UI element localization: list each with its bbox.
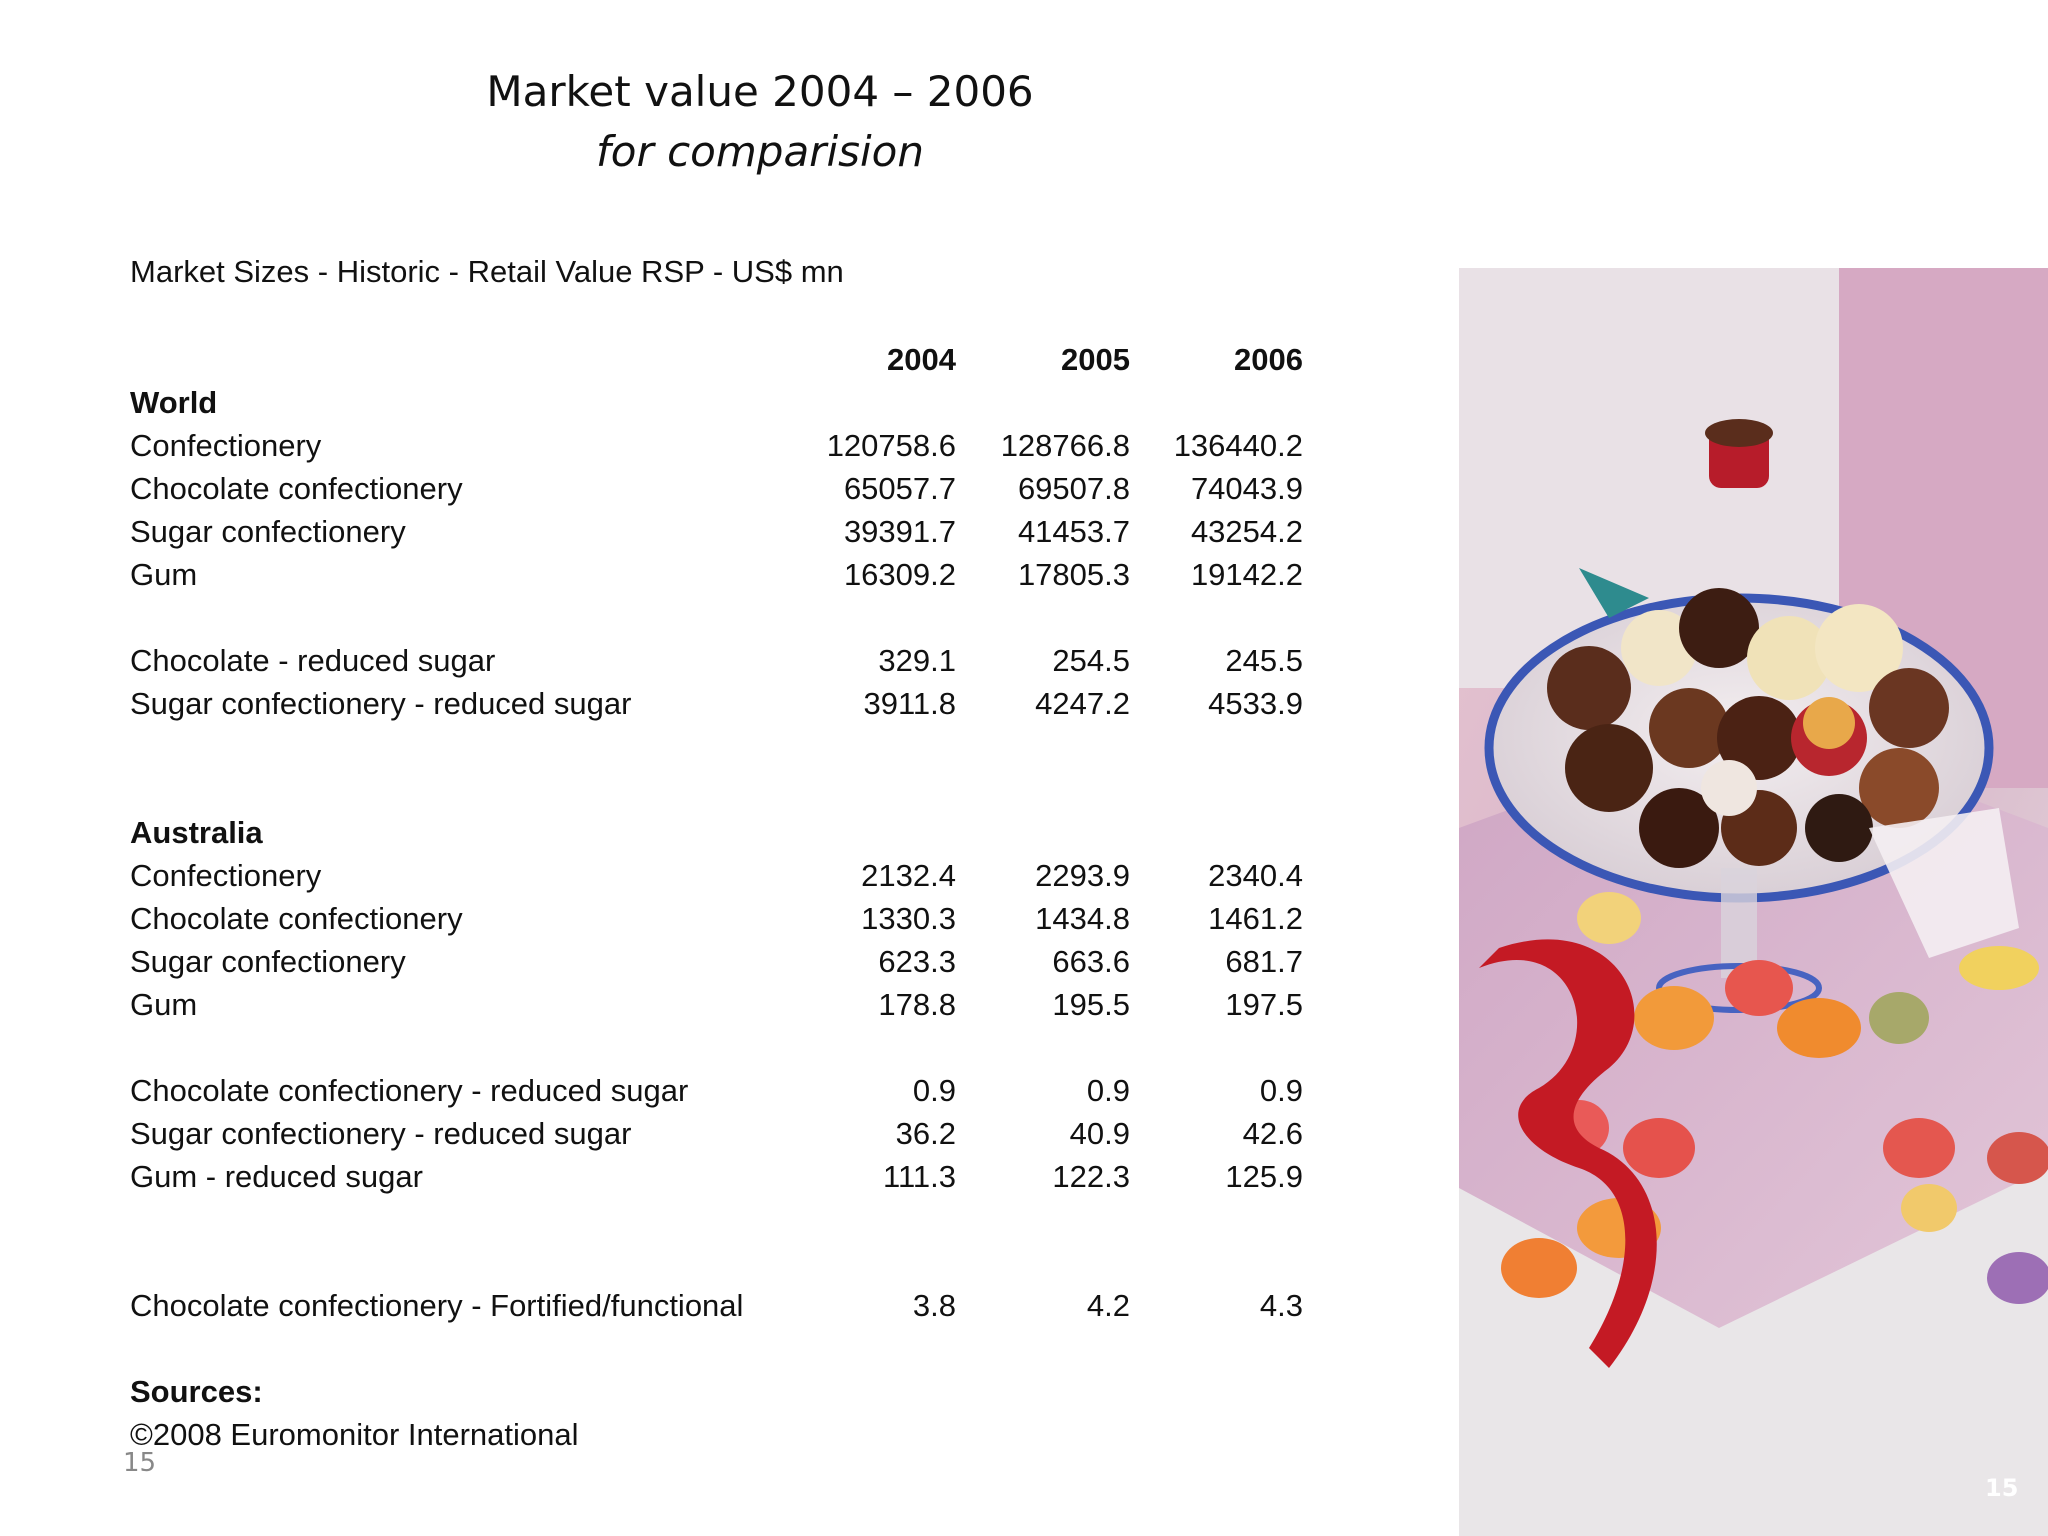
cell-2006: 1461.2	[1208, 901, 1303, 936]
table-row	[130, 725, 1350, 768]
row-label: World	[130, 385, 218, 420]
cell-2006: 125.9	[1225, 1159, 1303, 1194]
cell-2004: 3.8	[912, 1288, 956, 1323]
table-row: Gum 16309.2 17805.3 19142.2	[130, 553, 1350, 596]
title-main: Market value 2004 – 2006	[486, 67, 1034, 116]
row-label: Gum	[130, 987, 198, 1022]
table-header-row: 2004 2005 2006	[130, 338, 1350, 381]
cell-2006: 681.7	[1225, 944, 1303, 979]
table-row: Confectionery 2132.4 2293.9 2340.4	[130, 854, 1350, 897]
cell-2005: 4247.2	[1035, 686, 1130, 721]
table-row: Sugar confectionery - reduced sugar 3911.…	[130, 682, 1350, 725]
row-label: Australia	[130, 815, 263, 850]
table-row: Confectionery 120758.6 128766.8 136440.2	[130, 424, 1350, 467]
table-row: Sources:	[130, 1370, 1350, 1413]
table-row: Chocolate confectionery 65057.7 69507.8 740…	[130, 467, 1350, 510]
cell-2005: 17805.3	[1017, 557, 1130, 592]
cell-2005: 663.6	[1052, 944, 1130, 979]
table-caption: Market Sizes - Historic - Retail Value R…	[130, 254, 844, 289]
row-label: Chocolate - reduced sugar	[130, 643, 496, 678]
row-label: Gum - reduced sugar	[130, 1159, 423, 1194]
table-row	[130, 1327, 1350, 1370]
row-label: Sugar confectionery - reduced sugar	[130, 686, 632, 721]
cell-2004: 111.3	[883, 1159, 956, 1194]
cell-2005: 128766.8	[1000, 428, 1130, 463]
cell-2004: 178.8	[878, 987, 956, 1022]
header-2006: 2006	[1234, 342, 1303, 377]
table-row: Chocolate confectionery - Fortified/func…	[130, 1284, 1350, 1327]
row-label: Chocolate confectionery - Fortified/func…	[130, 1288, 744, 1323]
confectionery-photo	[1459, 268, 2048, 1536]
cell-2006: 136440.2	[1173, 428, 1303, 463]
row-label: Chocolate confectionery - reduced sugar	[130, 1073, 689, 1108]
slide-title: Market value 2004 – 2006 for comparision	[380, 62, 1140, 182]
table-row: Chocolate - reduced sugar 329.1 254.5 245.5	[130, 639, 1350, 682]
page-number: 15	[123, 1448, 157, 1478]
row-label: Chocolate confectionery	[130, 471, 463, 506]
table-row: Gum 178.8 195.5 197.5	[130, 983, 1350, 1026]
cell-2006: 2340.4	[1208, 858, 1303, 893]
table-row: Gum - reduced sugar 111.3 122.3 125.9	[130, 1155, 1350, 1198]
cell-2005: 40.9	[1069, 1116, 1130, 1151]
cell-2005: 1434.8	[1035, 901, 1130, 936]
cell-2005: 2293.9	[1035, 858, 1130, 893]
cell-2005: 69507.8	[1017, 471, 1130, 506]
row-label: Gum	[130, 557, 198, 592]
row-label: Confectionery	[130, 428, 322, 463]
row-label: Confectionery	[130, 858, 322, 893]
cell-2004: 36.2	[895, 1116, 956, 1151]
cell-2005: 0.9	[1086, 1073, 1130, 1108]
cell-2006: 19142.2	[1190, 557, 1303, 592]
row-label: Sugar confectionery	[130, 514, 406, 549]
table-row: Chocolate confectionery - reduced sugar 0…	[130, 1069, 1350, 1112]
row-label: Sugar confectionery	[130, 944, 406, 979]
cell-2004: 623.3	[878, 944, 956, 979]
confectionery-photo-illustration	[1459, 268, 2048, 1536]
table-row: Chocolate confectionery 1330.3 1434.8 1461.…	[130, 897, 1350, 940]
row-label: Sources:	[130, 1374, 263, 1409]
cell-2005: 4.2	[1086, 1288, 1130, 1323]
page-number-corner: 15	[1985, 1474, 2019, 1502]
cell-2006: 42.6	[1242, 1116, 1303, 1151]
cell-2005: 254.5	[1052, 643, 1130, 678]
cell-2006: 4.3	[1259, 1288, 1303, 1323]
cell-2006: 197.5	[1225, 987, 1303, 1022]
cell-2004: 16309.2	[843, 557, 956, 592]
table-row: Sugar confectionery 623.3 663.6 681.7	[130, 940, 1350, 983]
header-2004: 2004	[887, 342, 956, 377]
row-label: ©2008 Euromonitor International	[130, 1417, 579, 1452]
row-label: Sugar confectionery - reduced sugar	[130, 1116, 632, 1151]
header-2005: 2005	[1061, 342, 1130, 377]
row-label: Chocolate confectionery	[130, 901, 463, 936]
cell-2006: 43254.2	[1190, 514, 1303, 549]
cell-2004: 65057.7	[843, 471, 956, 506]
cell-2005: 41453.7	[1017, 514, 1130, 549]
cell-2004: 0.9	[912, 1073, 956, 1108]
cell-2006: 4533.9	[1208, 686, 1303, 721]
cell-2005: 195.5	[1052, 987, 1130, 1022]
title-sub: for comparision	[595, 127, 924, 176]
cell-2006: 245.5	[1225, 643, 1303, 678]
cell-2004: 1330.3	[861, 901, 956, 936]
table-row	[130, 1241, 1350, 1284]
table-row: Australia	[130, 811, 1350, 854]
cell-2004: 329.1	[878, 643, 956, 678]
table-row	[130, 1026, 1350, 1069]
cell-2004: 39391.7	[843, 514, 956, 549]
table-row: Sugar confectionery 39391.7 41453.7 43254.2	[130, 510, 1350, 553]
cell-2004: 2132.4	[861, 858, 956, 893]
cell-2004: 120758.6	[826, 428, 956, 463]
table-row: Sugar confectionery - reduced sugar 36.2 4…	[130, 1112, 1350, 1155]
table-body: World Confectionery 120758.6 128766.8 136440…	[130, 381, 1350, 1456]
table-row	[130, 768, 1350, 811]
table-row	[130, 1198, 1350, 1241]
cell-2006: 0.9	[1259, 1073, 1303, 1108]
market-size-table: 2004 2005 2006 World Confectionery 120758.…	[130, 338, 1350, 1456]
table-row	[130, 596, 1350, 639]
cell-2006: 74043.9	[1190, 471, 1303, 506]
cell-2005: 122.3	[1052, 1159, 1130, 1194]
cell-2004: 3911.8	[863, 686, 956, 721]
table-row: ©2008 Euromonitor International	[130, 1413, 1350, 1456]
table-row: World	[130, 381, 1350, 424]
